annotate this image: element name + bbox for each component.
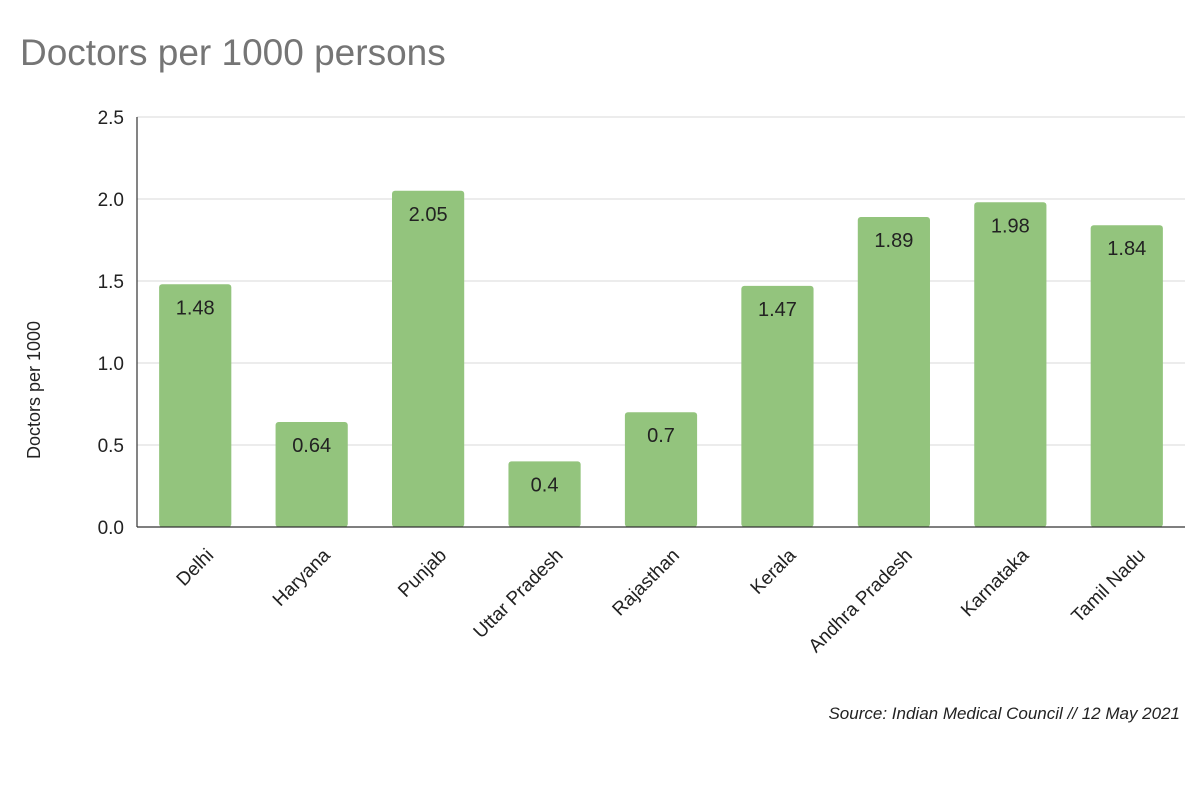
y-tick-label: 2.5: [98, 108, 124, 129]
data-label: 1.98: [991, 215, 1030, 237]
bar: [857, 217, 930, 528]
y-tick-label: 0.0: [98, 518, 124, 539]
data-label: 2.05: [409, 204, 448, 226]
data-label: 1.89: [874, 230, 913, 252]
x-tick-label: Haryana: [269, 545, 335, 611]
bar: [392, 190, 465, 528]
y-tick-label: 0.5: [98, 436, 124, 457]
bar: [159, 284, 232, 527]
data-label: 0.7: [647, 425, 675, 447]
y-axis-title: Doctors per 1000: [24, 321, 44, 459]
data-label: 1.84: [1107, 238, 1146, 260]
bar: [624, 412, 698, 527]
bars: [159, 190, 1163, 528]
x-tick-label: Kerala: [747, 545, 801, 599]
y-tick-label: 2.0: [98, 190, 124, 211]
bar: [275, 422, 348, 527]
source-note: Source: Indian Medical Council // 12 May…: [828, 704, 1180, 723]
x-tick-label: Andhra Pradesh: [805, 545, 917, 657]
x-tick-label: Rajasthan: [609, 545, 684, 620]
y-tick-label: 1.5: [98, 272, 124, 293]
x-tick-label: Karnataka: [957, 545, 1033, 621]
y-tick-label: 1.0: [98, 354, 124, 375]
axes: [136, 117, 1185, 528]
x-tick-label: Tamil Nadu: [1068, 545, 1150, 627]
data-label: 0.64: [292, 435, 331, 457]
bar: [1090, 225, 1163, 528]
x-tick-label: Delhi: [173, 545, 218, 590]
bar: [974, 202, 1047, 527]
data-label: 1.48: [176, 297, 215, 319]
data-label: 1.47: [758, 299, 797, 321]
chart-title: Doctors per 1000 persons: [20, 32, 446, 73]
x-tick-label: Uttar Pradesh: [470, 545, 568, 643]
x-tick-label: Punjab: [394, 545, 451, 602]
data-label: 0.4: [531, 474, 559, 496]
bar: [741, 285, 814, 527]
bar: [508, 461, 581, 527]
